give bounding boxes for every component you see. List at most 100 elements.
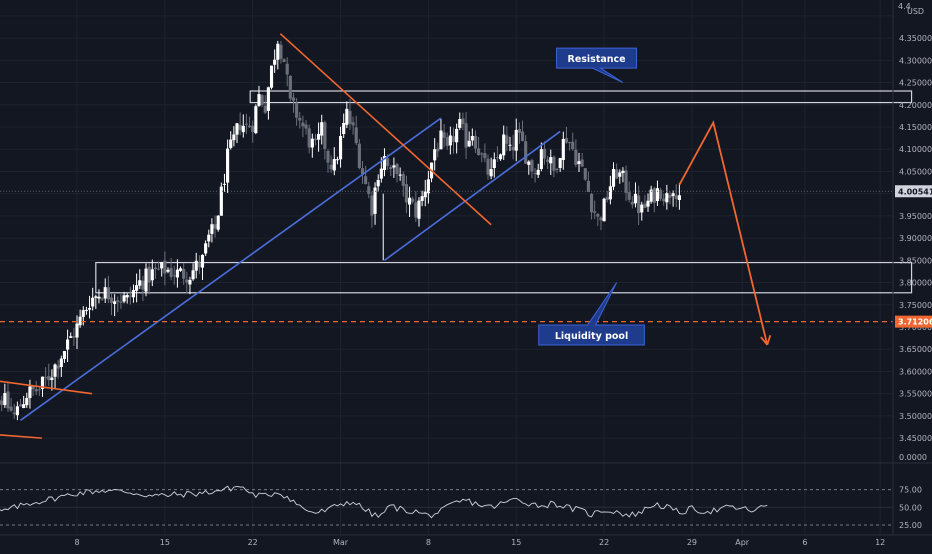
candle-body	[499, 154, 502, 159]
candle-body	[521, 132, 524, 141]
time-tick-label: Mar	[333, 538, 349, 547]
candle-body	[323, 122, 326, 149]
candle-body	[640, 205, 643, 213]
price-tick-label: 4.35000	[899, 34, 932, 43]
candle-body	[339, 136, 342, 159]
candle-body	[3, 393, 6, 405]
candle-body	[609, 186, 612, 199]
price-tick-label: 3.90000	[899, 234, 932, 243]
candle-body	[226, 149, 229, 183]
candle-body	[113, 301, 116, 304]
candle-body	[593, 211, 596, 213]
candle-body	[458, 119, 461, 128]
candle-body	[486, 159, 489, 175]
price-tick-label: 3.50000	[899, 412, 932, 421]
candle-body	[392, 165, 395, 167]
candle-body	[157, 269, 160, 270]
candle-body	[110, 298, 113, 303]
callout-label: Liquidity pool	[555, 331, 628, 342]
candle-body	[213, 224, 216, 228]
price-tick-label: 3.65000	[899, 345, 932, 354]
candle-body	[192, 270, 195, 279]
candle-body	[411, 199, 414, 202]
candle-body	[188, 280, 191, 285]
candle-body	[57, 366, 60, 369]
candle-body	[408, 198, 411, 205]
candle-body	[295, 103, 298, 118]
candle-body	[355, 127, 358, 143]
candle-body	[82, 310, 85, 317]
candle-body	[79, 317, 82, 326]
candle-body	[267, 87, 270, 110]
candle-body	[389, 167, 392, 169]
candle-body	[279, 45, 282, 59]
candle-body	[104, 287, 107, 298]
candle-body	[656, 188, 659, 201]
candle-body	[122, 295, 125, 301]
candle-body	[176, 270, 179, 278]
price-tick-label: 3.75000	[899, 301, 932, 310]
candle-body	[577, 161, 580, 164]
candle-body	[515, 130, 518, 151]
level-badge: 3.71206	[895, 316, 932, 328]
candle-body	[559, 158, 562, 168]
candle-body	[540, 149, 543, 169]
candle-body	[452, 136, 455, 142]
candle-body	[170, 268, 173, 277]
price-tick-label: 3.80000	[899, 279, 932, 288]
candle-body	[574, 150, 577, 165]
candle-body	[345, 109, 348, 125]
candle-body	[28, 386, 31, 398]
candle-body	[596, 214, 599, 217]
candle-body	[210, 224, 213, 234]
candle-body	[490, 169, 493, 176]
candle-body	[317, 134, 320, 140]
candle-body	[446, 137, 449, 146]
candle-body	[13, 413, 16, 415]
candle-body	[254, 106, 257, 133]
price-tick-label: 4.20000	[899, 101, 932, 110]
candle-body	[534, 173, 537, 174]
candle-body	[75, 324, 78, 338]
candle-body	[22, 404, 25, 408]
candle-body	[643, 204, 646, 208]
candle-body	[527, 162, 530, 165]
candle-body	[138, 280, 141, 285]
candle-body	[69, 336, 72, 338]
candle-body	[461, 118, 464, 124]
time-tick-label: 6	[802, 538, 807, 547]
time-tick-label: 8	[74, 538, 79, 547]
candle-body	[590, 194, 593, 212]
last-price-value: 4.00541	[898, 187, 932, 196]
candle-body	[0, 401, 3, 405]
candle-body	[204, 243, 207, 253]
candle-body	[151, 269, 154, 280]
candle-body	[568, 142, 571, 143]
candle-body	[634, 194, 637, 203]
candle-body	[665, 193, 668, 202]
candle-body	[44, 377, 47, 378]
price-tick-label: 4.05000	[899, 167, 932, 176]
candle-body	[468, 141, 471, 147]
candle-body	[85, 310, 88, 311]
candle-body	[631, 202, 634, 205]
candle-body	[414, 202, 417, 217]
candle-body	[474, 136, 477, 149]
candle-body	[348, 111, 351, 124]
candle-body	[292, 97, 295, 100]
candle-body	[242, 126, 245, 132]
candle-body	[433, 149, 436, 160]
candle-body	[116, 300, 119, 302]
candle-body	[496, 157, 499, 158]
candle-body	[88, 308, 91, 310]
price-tick-label: 3.55000	[899, 390, 932, 399]
candle-body	[304, 125, 307, 129]
candle-body	[38, 389, 41, 390]
price-tick-label: 4.15000	[899, 123, 932, 132]
candle-body	[621, 171, 624, 173]
candle-body	[229, 140, 232, 148]
candle-body	[477, 148, 480, 155]
candle-body	[163, 261, 166, 274]
